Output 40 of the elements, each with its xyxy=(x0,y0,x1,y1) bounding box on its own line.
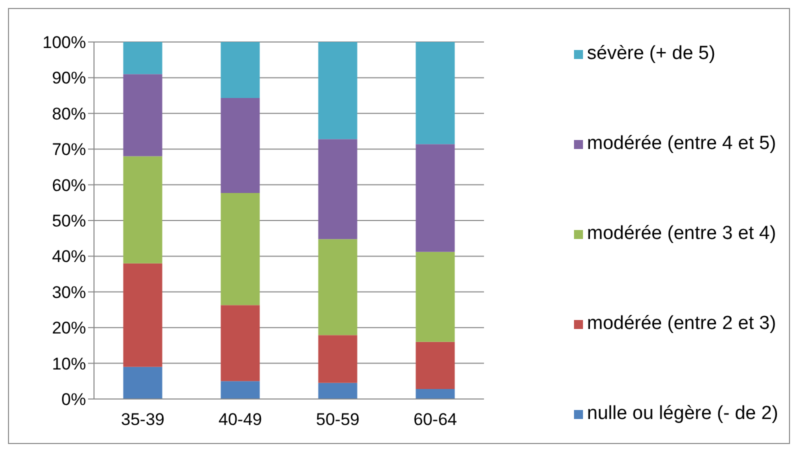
bar xyxy=(123,42,162,74)
x-tick-label: 35-39 xyxy=(121,410,164,430)
x-tick-label: 50-59 xyxy=(316,410,360,430)
legend-label: nulle ou légère (- de 2) xyxy=(587,402,778,426)
x-tick-label: 60-64 xyxy=(414,410,457,430)
y-tick-label: 50% xyxy=(52,212,86,231)
y-tick-label: 40% xyxy=(52,247,86,266)
bar xyxy=(318,239,358,336)
bar xyxy=(123,366,162,399)
x-tick-label: 40-49 xyxy=(218,410,262,430)
bar xyxy=(123,263,162,367)
bar xyxy=(220,381,260,399)
bar xyxy=(416,144,455,252)
y-tick-label: 30% xyxy=(52,282,86,302)
legend-label: sévère (+ de 5) xyxy=(587,42,716,66)
bar xyxy=(220,305,260,382)
y-tick-label: 0% xyxy=(61,390,86,410)
legend-label: modérée (entre 3 et 4) xyxy=(587,222,776,246)
legend-label: modérée (entre 4 et 5) xyxy=(587,132,776,156)
bar xyxy=(416,252,455,342)
y-tick-label: 70% xyxy=(52,140,86,160)
bar xyxy=(220,193,260,306)
y-tick-label: 90% xyxy=(52,68,86,88)
bar xyxy=(123,156,162,264)
y-tick-label: 20% xyxy=(52,318,86,338)
y-tick-label: 80% xyxy=(52,104,86,124)
bar xyxy=(416,342,455,390)
bar xyxy=(123,74,162,156)
bar xyxy=(318,42,358,140)
legend-label: modérée (entre 2 et 3) xyxy=(587,312,776,336)
bar xyxy=(318,139,358,240)
bar xyxy=(318,382,358,399)
bar xyxy=(416,42,455,144)
bar xyxy=(318,335,358,383)
bar xyxy=(220,42,260,98)
bar xyxy=(416,389,455,399)
y-tick-label: 100% xyxy=(42,33,86,52)
bar xyxy=(220,98,260,194)
y-tick-label: 60% xyxy=(52,176,86,195)
y-tick-label: 10% xyxy=(52,354,86,374)
